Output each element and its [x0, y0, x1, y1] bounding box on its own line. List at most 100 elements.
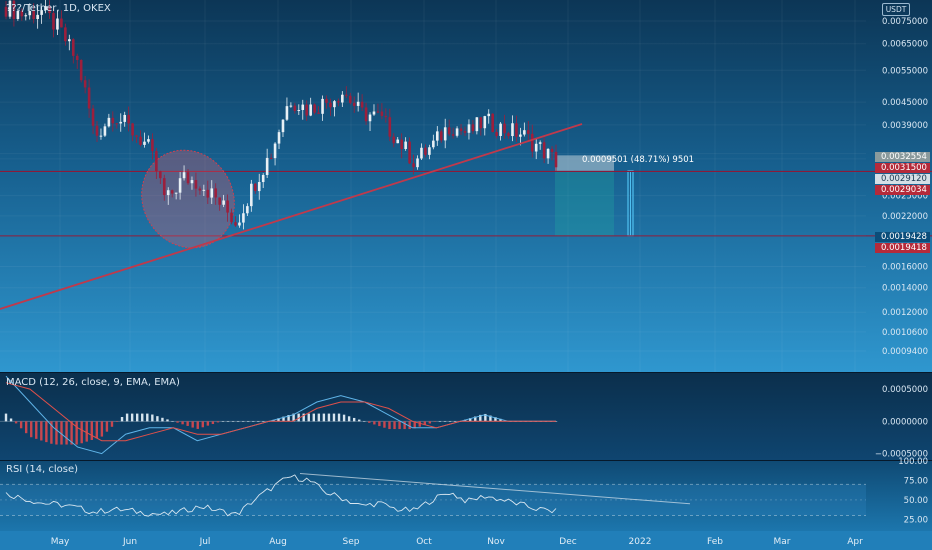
signal-line — [5, 382, 556, 442]
macd-histogram-bar — [317, 413, 321, 422]
macd-histogram-bar — [161, 417, 164, 422]
candle — [107, 117, 111, 127]
candle — [24, 15, 28, 17]
candle — [20, 10, 24, 17]
rsi-pane[interactable]: 100.00 75.00 50.00 25.00 RSI (14, close) — [0, 457, 932, 531]
candle — [297, 110, 301, 112]
measure-region — [555, 170, 614, 236]
macd-histogram-bar — [479, 414, 482, 422]
currency-label[interactable]: USDT — [882, 3, 910, 16]
candle — [234, 222, 237, 226]
candle — [396, 139, 400, 144]
candle — [281, 119, 285, 133]
candle — [499, 123, 502, 136]
candle — [131, 123, 134, 136]
macd-histogram-bar — [120, 417, 124, 422]
pane-separator[interactable] — [0, 372, 932, 373]
macd-histogram-bar — [463, 419, 467, 422]
macd-histogram-bar — [55, 421, 58, 445]
y-tick-label: 0.0025000 — [882, 192, 928, 202]
candle — [75, 55, 79, 60]
macd-histogram-bar — [60, 421, 63, 445]
candle — [222, 200, 225, 205]
pane-separator[interactable] — [0, 460, 932, 461]
candle — [48, 6, 51, 14]
macd-histogram-bar — [393, 421, 396, 430]
macd-histogram-bar — [80, 421, 83, 444]
candle — [341, 94, 344, 103]
price-badge: 0.0031500 — [875, 163, 930, 173]
candle — [143, 141, 146, 145]
candle — [432, 140, 435, 148]
candle — [250, 183, 253, 207]
candle — [182, 172, 186, 179]
macd-histogram-bar — [469, 418, 472, 422]
macd-histogram-bar — [241, 421, 245, 422]
macd-histogram-bar — [211, 421, 215, 425]
candle — [8, 0, 12, 17]
candle — [479, 117, 483, 129]
candle — [400, 139, 403, 150]
candle — [68, 39, 71, 42]
candle — [159, 171, 162, 179]
macd-histogram-bar — [24, 421, 28, 434]
rsi-line — [5, 474, 557, 517]
macd-histogram-bar — [216, 421, 220, 423]
macd-histogram-bar — [130, 413, 134, 422]
candle — [170, 190, 174, 194]
macd-histogram-bar — [110, 421, 114, 427]
y-tick-label: 0.0075000 — [882, 17, 928, 27]
macd-histogram-bar — [40, 421, 43, 441]
macd-histogram-bar — [408, 421, 411, 430]
y-tick-label: 0.0014000 — [882, 284, 928, 294]
candle — [550, 148, 554, 152]
candle — [439, 131, 443, 141]
macd-histogram-bar — [398, 421, 401, 430]
candle — [333, 101, 336, 108]
candle — [507, 133, 510, 137]
macd-histogram-bar — [499, 418, 502, 422]
candle — [352, 102, 356, 106]
macd-histogram-bar — [35, 421, 38, 439]
time-axis[interactable]: May Jun Jul Aug Sep Oct Nov Dec 2022 Feb Mar Apr — [0, 531, 932, 550]
price-badge: 0.0019418 — [875, 243, 930, 253]
candle — [416, 158, 419, 168]
macd-pane[interactable]: 0.0005000 0.0000000 −0.0005000 MACD (12, 2… — [0, 373, 932, 460]
candle — [364, 107, 368, 122]
candle — [60, 18, 63, 28]
candle — [511, 123, 514, 137]
y-tick-label: 0.0016000 — [882, 262, 928, 272]
candle — [467, 124, 471, 133]
macd-histogram-bar — [418, 421, 421, 427]
macd-histogram-bar — [368, 421, 371, 423]
macd-histogram-bar — [327, 413, 331, 422]
candle — [119, 121, 123, 124]
macd-histogram-bar — [307, 413, 310, 422]
macd-histogram-bar — [226, 421, 230, 422]
macd-histogram-bar — [221, 421, 225, 422]
macd-histogram-bar — [252, 421, 255, 422]
price-chart-svg[interactable]: 0.0075000 0.0065000 0.0055000 0.0045000 0.00… — [0, 0, 932, 372]
measure-region — [555, 155, 614, 171]
candle — [147, 139, 150, 142]
candle — [178, 178, 182, 193]
candle — [206, 189, 210, 198]
candle — [388, 117, 392, 137]
candle — [404, 141, 407, 150]
candle — [408, 141, 411, 164]
candle — [4, 6, 8, 17]
price-chart-pane[interactable]: 0.0075000 0.0065000 0.0055000 0.0045000 0.00… — [0, 0, 932, 372]
candle — [202, 189, 206, 191]
macd-histogram-bar — [388, 421, 391, 430]
x-tick-label: Mar — [774, 537, 791, 547]
x-tick-label: Dec — [559, 537, 576, 547]
macd-histogram-bar — [413, 421, 416, 429]
macd-histogram-bar — [453, 421, 457, 422]
candle — [28, 11, 32, 16]
macd-histogram-bar — [146, 413, 149, 422]
x-tick-label: 2022 — [629, 537, 652, 547]
macd-histogram-bar — [383, 421, 386, 428]
macd-histogram-bar — [312, 413, 315, 422]
candle — [368, 114, 372, 122]
macd-histogram-bar — [484, 413, 487, 422]
